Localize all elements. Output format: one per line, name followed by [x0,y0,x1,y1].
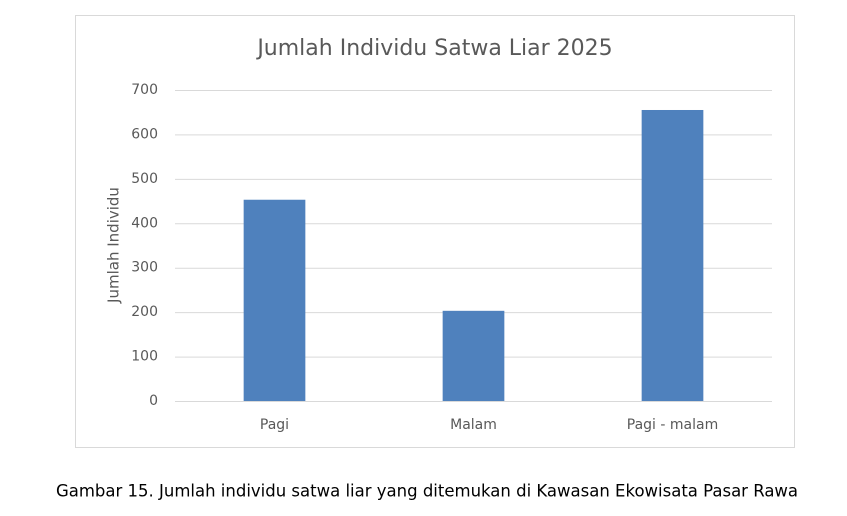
y-tick-label: 400 [131,215,158,231]
y-tick-label: 0 [149,393,158,409]
caption: Gambar 15. Jumlah individu satwa liar ya… [56,482,798,501]
bar [243,199,306,401]
y-tick-label: 100 [131,349,158,365]
chart-title: Jumlah Individu Satwa Liar 2025 [255,36,612,61]
y-tick-label: 200 [131,304,158,320]
y-axis-label: Jumlah Individu [105,187,123,304]
x-tick-label: Pagi [260,417,289,433]
x-tick-label: Malam [450,417,497,433]
x-tick-label: Pagi - malam [627,417,718,433]
y-tick-label: 600 [131,126,158,142]
y-tick-label: 500 [131,171,158,187]
y-tick-label: 300 [131,260,158,276]
y-tick-label: 700 [131,82,158,98]
bar [442,310,505,401]
bar [641,109,704,401]
